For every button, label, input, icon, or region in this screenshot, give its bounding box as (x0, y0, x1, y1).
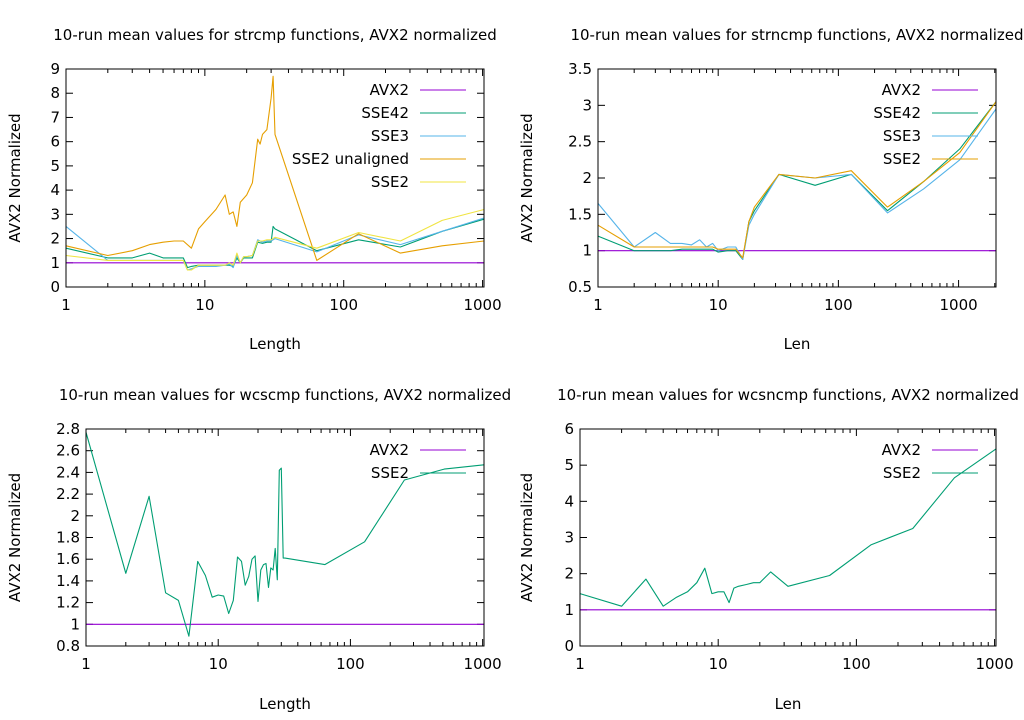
legend-label: SSE2 (883, 150, 921, 168)
x-tick-label: 100 (329, 296, 358, 314)
y-tick-label: 0.5 (568, 278, 592, 296)
legend-label: SSE42 (361, 104, 409, 122)
y-axis-label: AVX2 Normalized (6, 113, 24, 242)
y-axis-label: AVX2 Normalized (518, 113, 536, 242)
y-tick-label: 1 (70, 615, 80, 633)
series-line-sse42 (597, 101, 997, 260)
x-tick-label: 1000 (463, 296, 501, 314)
y-tick-label: 2.4 (56, 463, 80, 481)
x-tick-label: 100 (824, 296, 853, 314)
x-axis-label: Len (775, 695, 802, 713)
legend-label: AVX2 (882, 81, 921, 99)
y-tick-label: 2.2 (56, 485, 80, 503)
chart-title: 10-run mean values for wcsncmp functions… (557, 386, 1019, 404)
chart-title: 10-run mean values for strncmp functions… (570, 26, 1023, 44)
y-tick-label: 2 (582, 169, 592, 187)
chart-1: 10-run mean values for strcmp functions,… (6, 26, 502, 353)
series-line-sse3 (65, 217, 485, 271)
x-axis-label: Length (259, 695, 311, 713)
x-axis-label: Length (249, 335, 301, 353)
legend-label: SSE3 (371, 127, 409, 145)
chart-2: 10-run mean values for strncmp functions… (518, 26, 1024, 353)
x-tick-label: 10 (209, 655, 228, 673)
y-tick-label: 6 (50, 133, 60, 151)
series-line-sse2-unaligned (65, 75, 485, 261)
y-tick-label: 2 (564, 565, 574, 583)
y-tick-label: 2 (70, 507, 80, 525)
x-tick-label: 1 (593, 296, 603, 314)
plot-frame (85, 428, 485, 647)
y-tick-label: 3 (564, 529, 574, 547)
y-tick-label: 4 (564, 492, 574, 510)
y-axis-label: AVX2 Normalized (518, 473, 536, 602)
x-tick-label: 10 (195, 296, 214, 314)
legend-label: SSE2 (371, 464, 409, 482)
x-tick-label: 10 (709, 296, 728, 314)
y-tick-label: 5 (50, 157, 60, 175)
plot-frame (65, 68, 485, 288)
x-tick-label: 1 (575, 655, 585, 673)
legend-label: AVX2 (370, 81, 409, 99)
series-line-sse2 (579, 448, 997, 607)
y-tick-label: 1.4 (56, 572, 80, 590)
y-tick-label: 1 (582, 242, 592, 260)
series-line-sse2 (85, 432, 485, 637)
y-tick-label: 1.8 (56, 529, 80, 547)
y-tick-label: 2.6 (56, 442, 80, 460)
y-tick-label: 3.5 (568, 60, 592, 78)
x-tick-label: 1 (81, 655, 91, 673)
x-tick-label: 100 (336, 655, 365, 673)
y-tick-label: 1 (564, 601, 574, 619)
y-tick-label: 1 (50, 254, 60, 272)
legend-label: SSE42 (873, 104, 921, 122)
y-tick-label: 0 (564, 637, 574, 655)
y-tick-label: 7 (50, 108, 60, 126)
chart-4: 10-run mean values for wcsncmp functions… (518, 386, 1019, 713)
legend-label: SSE2 (883, 464, 921, 482)
plot-frame (579, 428, 997, 647)
x-tick-label: 1000 (975, 655, 1013, 673)
x-tick-label: 100 (842, 655, 871, 673)
y-tick-label: 5 (564, 456, 574, 474)
y-tick-label: 0 (50, 278, 60, 296)
plot-frame (597, 68, 997, 288)
series-line-sse3 (597, 108, 997, 260)
y-tick-label: 3 (50, 205, 60, 223)
y-tick-label: 2.5 (568, 133, 592, 151)
y-tick-label: 6 (564, 420, 574, 438)
legend-label: AVX2 (882, 441, 921, 459)
y-tick-label: 2 (50, 230, 60, 248)
legend-label: SSE3 (883, 127, 921, 145)
x-tick-label: 1000 (939, 296, 977, 314)
y-tick-label: 2.8 (56, 420, 80, 438)
y-tick-label: 1.5 (568, 205, 592, 223)
y-tick-label: 8 (50, 84, 60, 102)
y-tick-label: 1.6 (56, 550, 80, 568)
y-tick-label: 1.2 (56, 594, 80, 612)
legend-label: SSE2 (371, 173, 409, 191)
y-tick-label: 3 (582, 96, 592, 114)
series-line-sse42 (65, 218, 485, 269)
x-axis-label: Len (784, 335, 811, 353)
y-axis-label: AVX2 Normalized (6, 473, 24, 602)
chart-title: 10-run mean values for strcmp functions,… (53, 26, 497, 44)
series-line-sse2 (597, 101, 997, 259)
x-tick-label: 1000 (464, 655, 502, 673)
series-line-sse2 (65, 208, 485, 271)
chart-title: 10-run mean values for wcscmp functions,… (59, 386, 511, 404)
x-tick-label: 1 (61, 296, 71, 314)
x-tick-label: 10 (709, 655, 728, 673)
legend-label: SSE2 unaligned (292, 150, 409, 168)
y-tick-label: 9 (50, 60, 60, 78)
legend-label: AVX2 (370, 441, 409, 459)
y-tick-label: 4 (50, 181, 60, 199)
y-tick-label: 0.8 (56, 637, 80, 655)
chart-3: 10-run mean values for wcscmp functions,… (6, 386, 511, 713)
